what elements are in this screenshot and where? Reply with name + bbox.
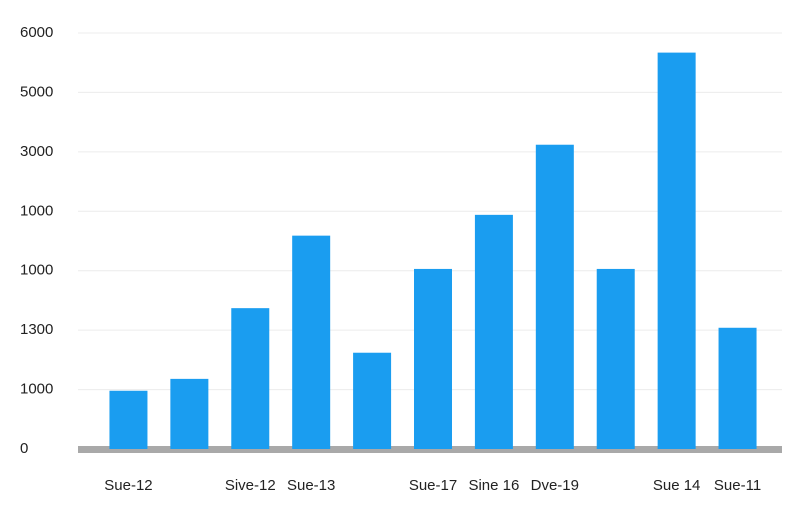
bar	[353, 352, 392, 449]
y-tick-label: 1000	[20, 202, 53, 219]
y-tick-label: 1300	[20, 321, 53, 338]
bar	[414, 268, 452, 449]
bar	[170, 378, 209, 449]
bar	[535, 144, 574, 449]
bar	[657, 52, 696, 450]
x-tick-label: Sue-17	[409, 477, 457, 494]
x-tick-label: Sive-12	[225, 477, 276, 494]
bar	[718, 327, 757, 449]
y-tick-label: 0	[20, 440, 28, 457]
x-tick-label: Sue-13	[287, 477, 335, 494]
y-tick-label: 5000	[20, 83, 53, 100]
bar	[231, 308, 270, 449]
bar	[474, 214, 513, 449]
y-tick-label: 3000	[20, 143, 53, 160]
x-axis	[78, 446, 782, 453]
y-tick-label: 1000	[20, 262, 53, 279]
bar	[292, 235, 331, 449]
y-tick-label: 6000	[20, 24, 53, 41]
bar	[596, 268, 635, 449]
x-tick-label: Dve-19	[531, 477, 579, 494]
x-tick-label: Sue 14	[653, 477, 701, 494]
y-tick-label: 1000	[20, 381, 53, 398]
x-tick-label: Sine 16	[468, 477, 519, 494]
x-tick-label: Sue-11	[714, 477, 761, 494]
x-tick-label: Sue-12	[104, 477, 152, 494]
bar	[109, 390, 148, 449]
